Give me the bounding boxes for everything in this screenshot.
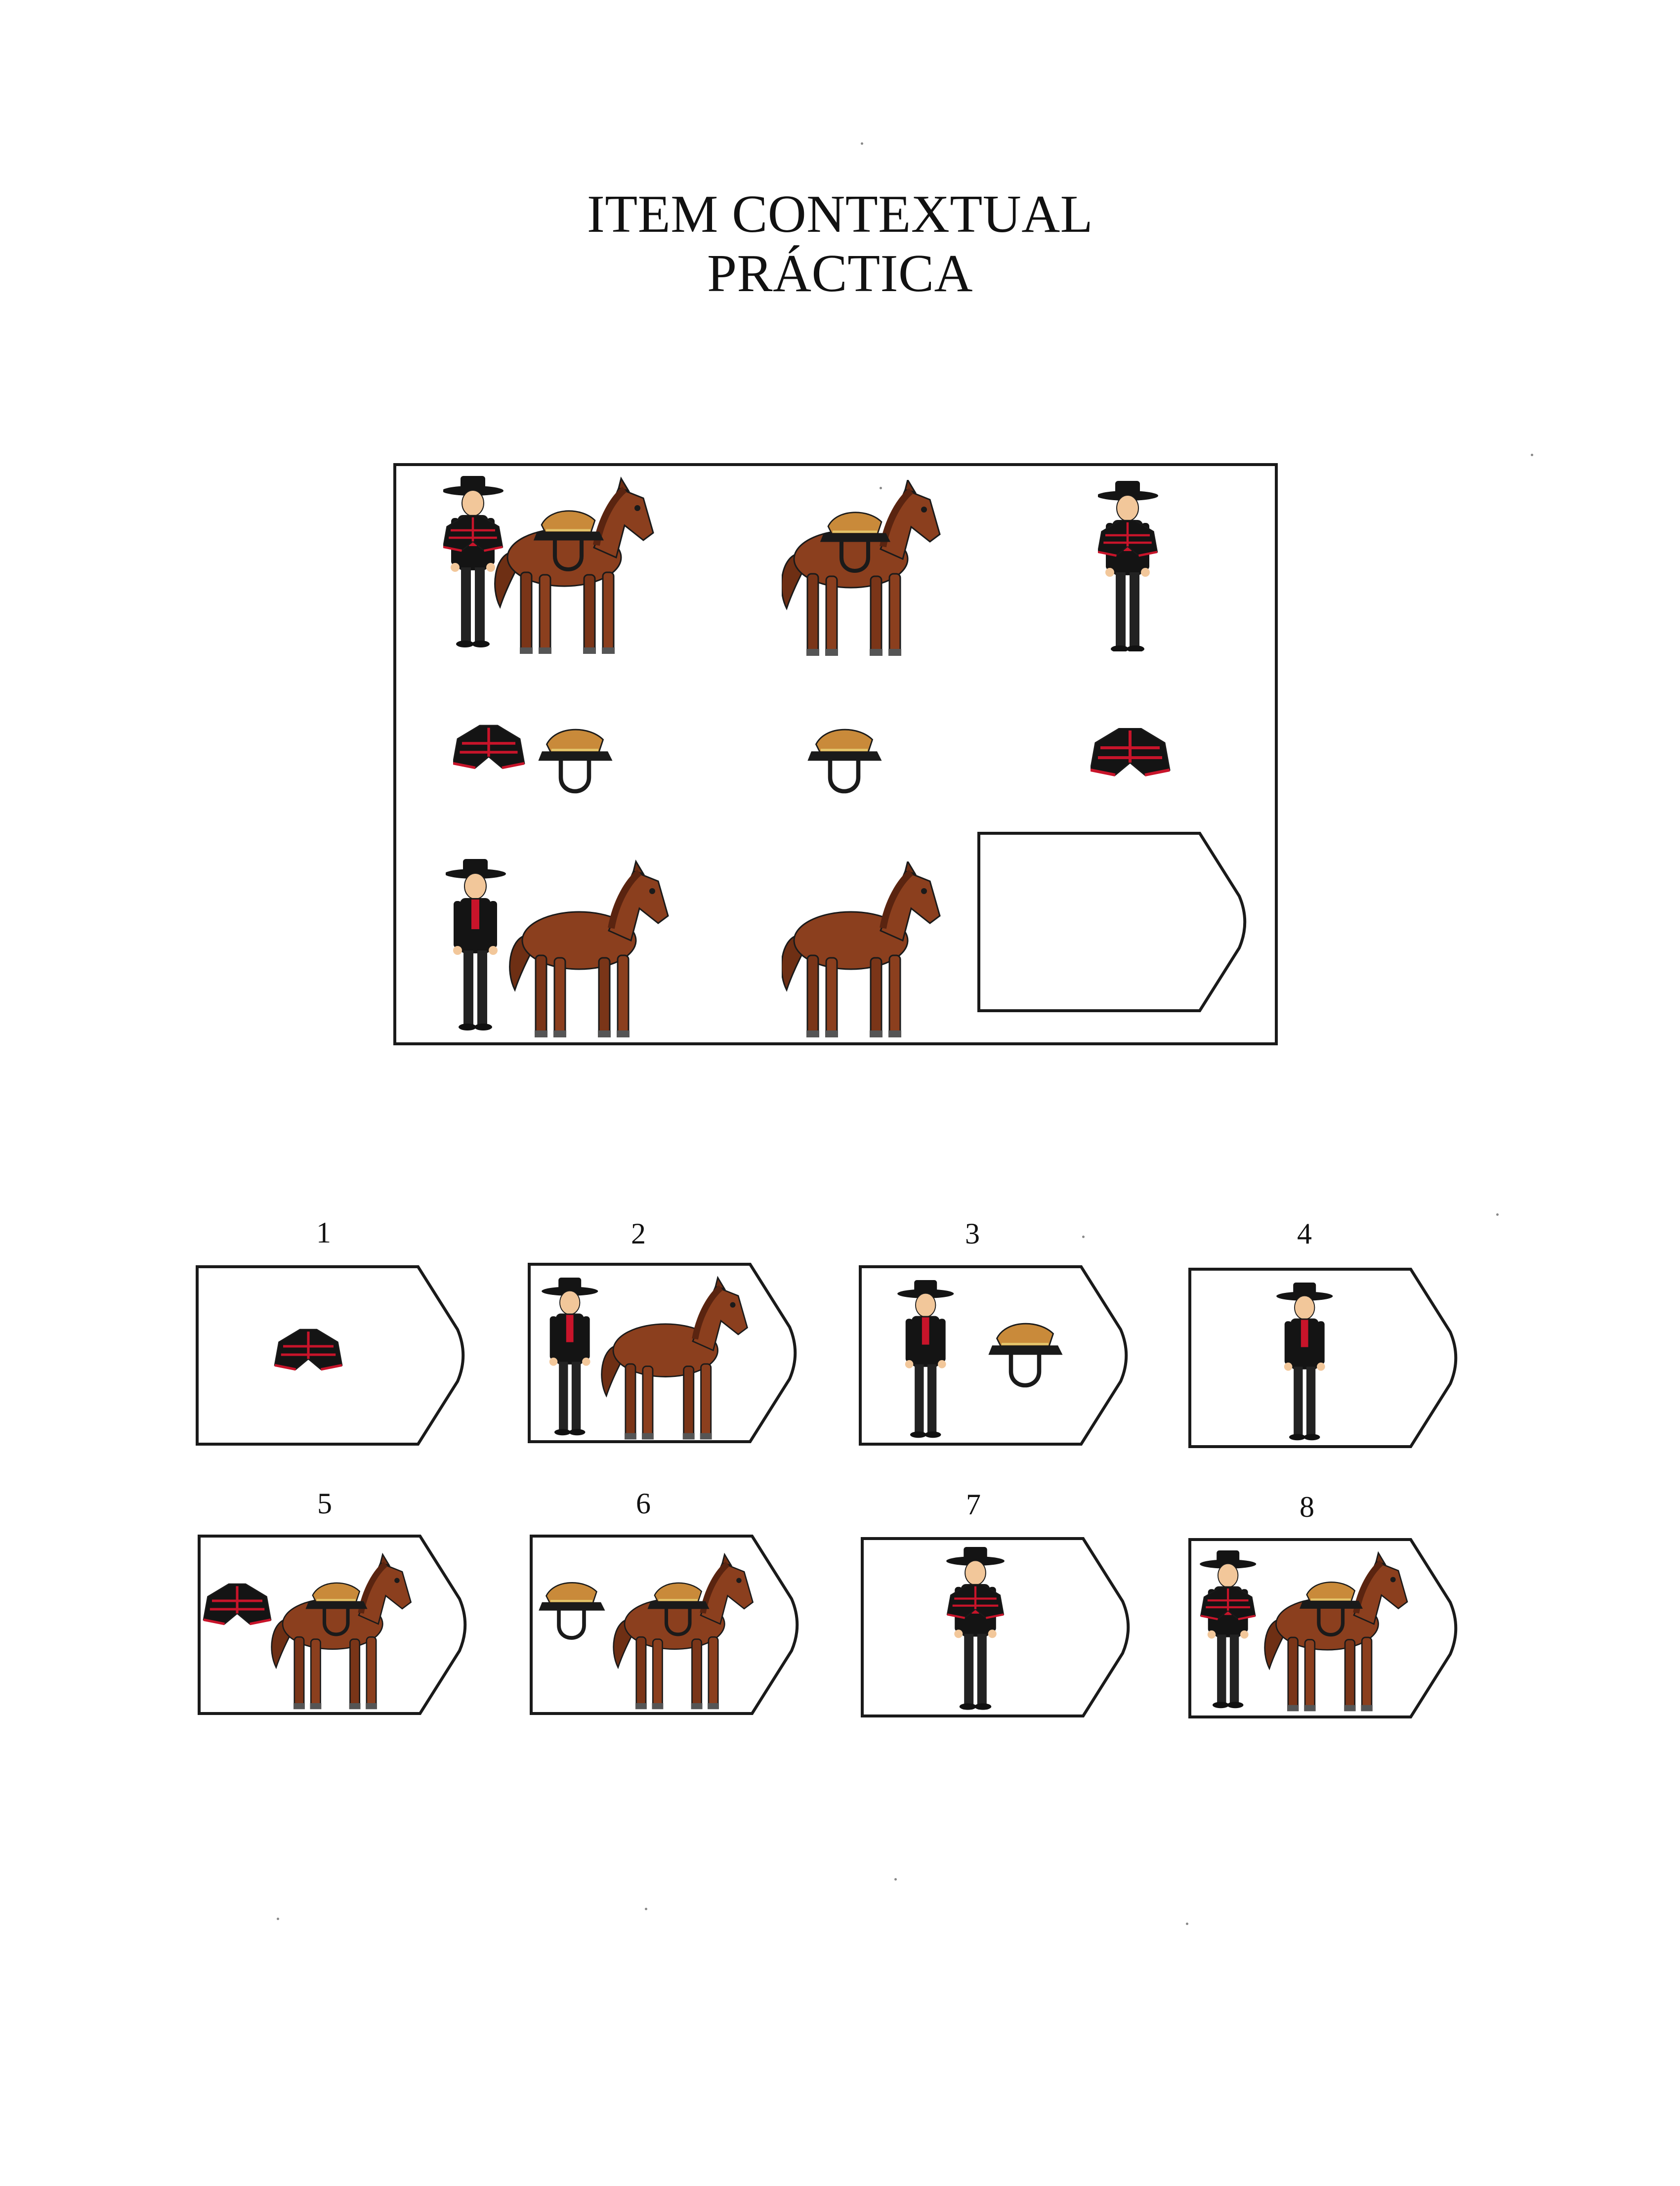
option-number-3: 3	[965, 1217, 980, 1250]
matrix-cell-huaso-poncho-horse-saddled	[443, 476, 680, 654]
matrix-cell-huaso-horse	[446, 859, 678, 1039]
scan-speck	[1186, 1923, 1188, 1925]
horse-icon	[495, 478, 653, 654]
option-3[interactable]	[859, 1265, 1133, 1448]
matrix-cell-saddle	[806, 726, 885, 805]
option-number-8: 8	[1300, 1491, 1314, 1523]
option-number-1: 1	[316, 1216, 331, 1249]
matrix-cell-horse-saddled	[782, 480, 950, 658]
option-2[interactable]	[528, 1263, 802, 1446]
option-number-6: 6	[636, 1487, 651, 1520]
saddle-icon	[807, 729, 882, 791]
scan-speck	[894, 1878, 897, 1881]
option-number-5: 5	[317, 1487, 332, 1520]
huaso-icon	[446, 859, 506, 1031]
option-number-4: 4	[1297, 1217, 1312, 1250]
scan-speck	[645, 1908, 647, 1910]
scan-speck	[1496, 1213, 1499, 1216]
scan-speck	[277, 1918, 279, 1920]
scan-speck	[1082, 1236, 1085, 1238]
matrix-frame	[393, 463, 1278, 1045]
horse-icon	[510, 861, 668, 1037]
scan-speck	[861, 142, 863, 145]
saddle-icon	[538, 729, 612, 791]
option-8[interactable]	[1188, 1538, 1463, 1721]
title-line-1: ITEM CONTEXTUAL	[587, 185, 1093, 244]
option-number-2: 2	[631, 1217, 646, 1250]
matrix-cell-poncho	[1091, 728, 1172, 782]
title-line-2: PRÁCTICA	[707, 244, 973, 303]
matrix-cell-horse	[782, 861, 950, 1039]
scan-speck	[1531, 454, 1533, 456]
scan-speck	[880, 487, 882, 489]
horse-icon	[782, 480, 940, 656]
option-7[interactable]	[861, 1537, 1135, 1720]
poncho-icon	[453, 726, 524, 768]
matrix-cell-poncho-saddle	[453, 721, 616, 805]
matrix-cell-missing-piece	[977, 832, 1252, 1015]
huaso-icon	[443, 476, 504, 647]
huaso-icon	[1098, 481, 1158, 651]
option-4[interactable]	[1188, 1268, 1463, 1451]
matrix-cell-huaso-poncho	[1098, 481, 1172, 651]
poncho-icon	[1091, 728, 1170, 775]
option-1[interactable]	[196, 1265, 470, 1448]
option-number-7: 7	[966, 1488, 981, 1521]
horse-icon	[782, 861, 940, 1037]
option-6[interactable]	[530, 1535, 804, 1717]
option-5[interactable]	[198, 1535, 472, 1717]
